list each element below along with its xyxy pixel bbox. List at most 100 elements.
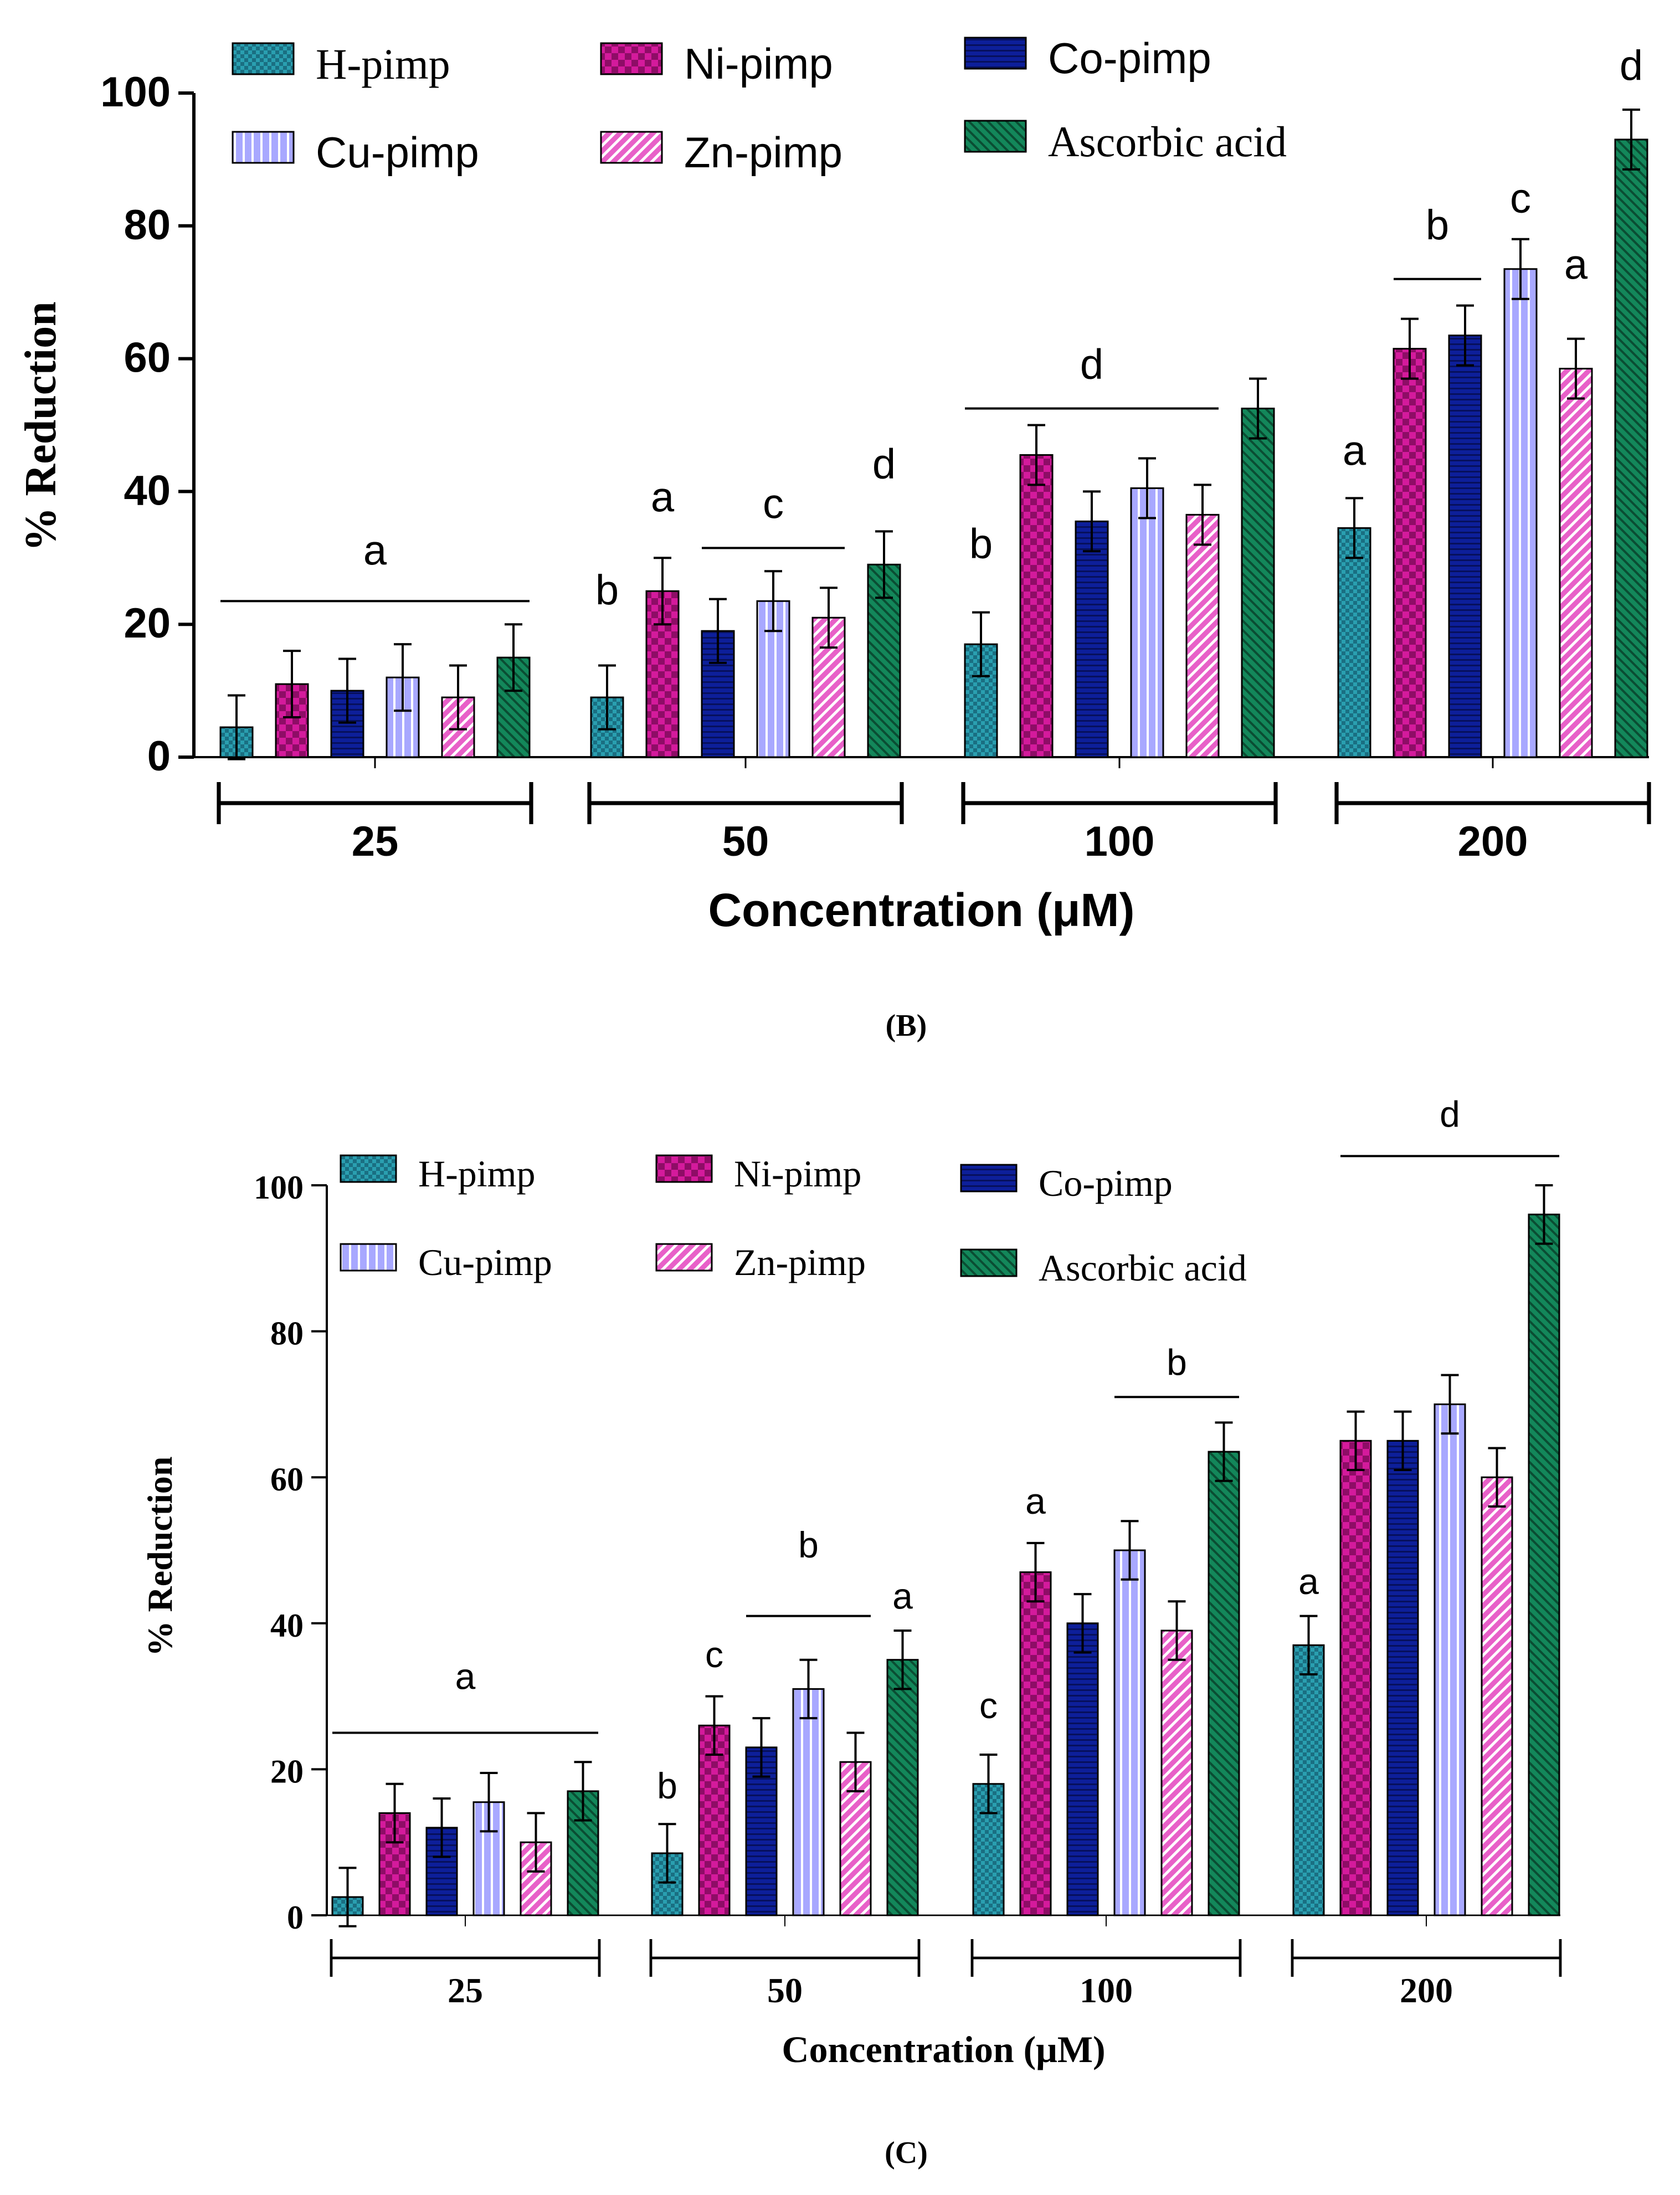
legend-swatch (964, 120, 1027, 153)
legend-label: H-pimp (418, 1153, 536, 1195)
legend-label: Zn-pimp (734, 1241, 866, 1283)
x-tick-label: 200 (1400, 1971, 1453, 2010)
bar (698, 1724, 731, 1916)
y-tick-label: 0 (287, 1899, 304, 1936)
legend-swatch (655, 1154, 713, 1183)
y-tick-label: 40 (124, 467, 171, 514)
bar (1528, 1214, 1560, 1916)
significance-letter: a (1564, 241, 1588, 289)
bar (1337, 527, 1371, 758)
y-tick-label: 40 (270, 1607, 304, 1644)
legend-swatch (960, 1164, 1018, 1192)
x-tick-label: 100 (1085, 818, 1155, 865)
legend-swatch (655, 1243, 713, 1272)
significance-letter: a (651, 474, 675, 521)
bar (1130, 487, 1164, 758)
bar (275, 683, 309, 758)
bar (1339, 1440, 1372, 1916)
bar (1386, 1440, 1419, 1916)
legend-label: Cu-pimp (418, 1241, 552, 1283)
bar (1160, 1629, 1193, 1916)
panel-b-chart: 0 20 40 60 80 100 % Reduction 25 50 100 200 Concent… (17, 34, 1651, 936)
significance-letter: d (1620, 42, 1643, 89)
bar (1185, 513, 1220, 758)
y-tick-label: 80 (270, 1315, 304, 1352)
y-tick-label: 20 (124, 600, 171, 647)
x-tick-label: 25 (448, 1971, 483, 2010)
bar (1292, 1644, 1325, 1916)
bar (886, 1659, 919, 1916)
y-axis-label: % Reduction (17, 301, 65, 551)
legend-label: Ascorbic acid (1039, 1247, 1247, 1289)
significance-letter: a (892, 1575, 913, 1616)
significance-letter: c (979, 1685, 998, 1726)
significance-letter: a (455, 1656, 476, 1697)
x-axis-label: Concentration (μM) (708, 884, 1135, 936)
legend-swatch (964, 37, 1027, 70)
significance-letter: a (1025, 1481, 1046, 1521)
x-tick-label: 100 (1080, 1971, 1133, 2010)
x-tick-label: 50 (722, 818, 769, 865)
legend-swatch (340, 1243, 397, 1272)
legend-label: Co-pimp (1048, 34, 1211, 83)
legend-label: Ni-pimp (684, 39, 833, 88)
bar (1448, 335, 1482, 758)
panel-label-c: (C) (885, 2136, 928, 2170)
significance-letter: a (363, 527, 387, 574)
significance-letter: c (763, 480, 784, 527)
bar (1503, 268, 1538, 758)
bar (1393, 348, 1427, 758)
legend-swatch (600, 131, 663, 164)
bar (1066, 1622, 1099, 1916)
bar (1075, 520, 1109, 758)
legend-swatch (232, 131, 295, 164)
y-tick-label: 60 (270, 1461, 304, 1498)
legend-label: Zn-pimp (684, 128, 842, 177)
y-tick-label: 100 (100, 69, 171, 116)
y-tick-label: 20 (270, 1753, 304, 1790)
y-tick-label: 100 (254, 1169, 304, 1206)
bar (839, 1761, 872, 1916)
legend-swatch (600, 42, 663, 75)
legend-label: H-pimp (316, 40, 450, 88)
significance-letter: d (1440, 1094, 1460, 1135)
bar (1241, 408, 1275, 758)
legend-swatch (340, 1154, 397, 1183)
bar (1559, 368, 1593, 758)
y-tick-label: 60 (124, 335, 171, 382)
significance-letter: d (1080, 341, 1103, 388)
legend-label: Co-pimp (1039, 1162, 1173, 1204)
y-axis-label: % Reduction (140, 1457, 179, 1657)
significance-letter: b (969, 520, 993, 567)
bar (1113, 1549, 1146, 1916)
significance-letter: a (1343, 427, 1366, 474)
bar (1208, 1451, 1240, 1916)
significance-letter: b (657, 1765, 677, 1806)
bar (651, 1852, 684, 1916)
legend-swatch (960, 1248, 1018, 1277)
bar (1481, 1476, 1513, 1916)
bar (1019, 1571, 1052, 1916)
bar (792, 1688, 825, 1916)
significance-letter: a (1298, 1561, 1319, 1602)
bar (1019, 454, 1054, 758)
significance-letter: b (798, 1524, 819, 1565)
significance-letter: d (872, 440, 896, 487)
legend-label: Cu-pimp (316, 128, 479, 177)
panel-c-chart: 0 20 40 60 80 100 % Reduction 25 50 100 200 Concent… (140, 1094, 1562, 2070)
x-tick-label: 25 (352, 818, 399, 865)
x-axis-label: Concentration (μM) (782, 2028, 1105, 2070)
x-tick-label: 50 (767, 1971, 803, 2010)
y-tick-label: 80 (124, 202, 171, 249)
significance-letter: b (595, 567, 619, 614)
x-tick-label: 200 (1458, 818, 1528, 865)
significance-letter: b (1167, 1342, 1187, 1383)
legend-label: Ni-pimp (734, 1153, 861, 1195)
significance-letter: c (705, 1634, 723, 1675)
significance-letter: c (1510, 175, 1531, 222)
panel-label-b: (B) (886, 1009, 927, 1043)
legend-swatch (232, 42, 295, 75)
y-tick-label: 0 (147, 733, 171, 780)
bar (1614, 138, 1648, 758)
